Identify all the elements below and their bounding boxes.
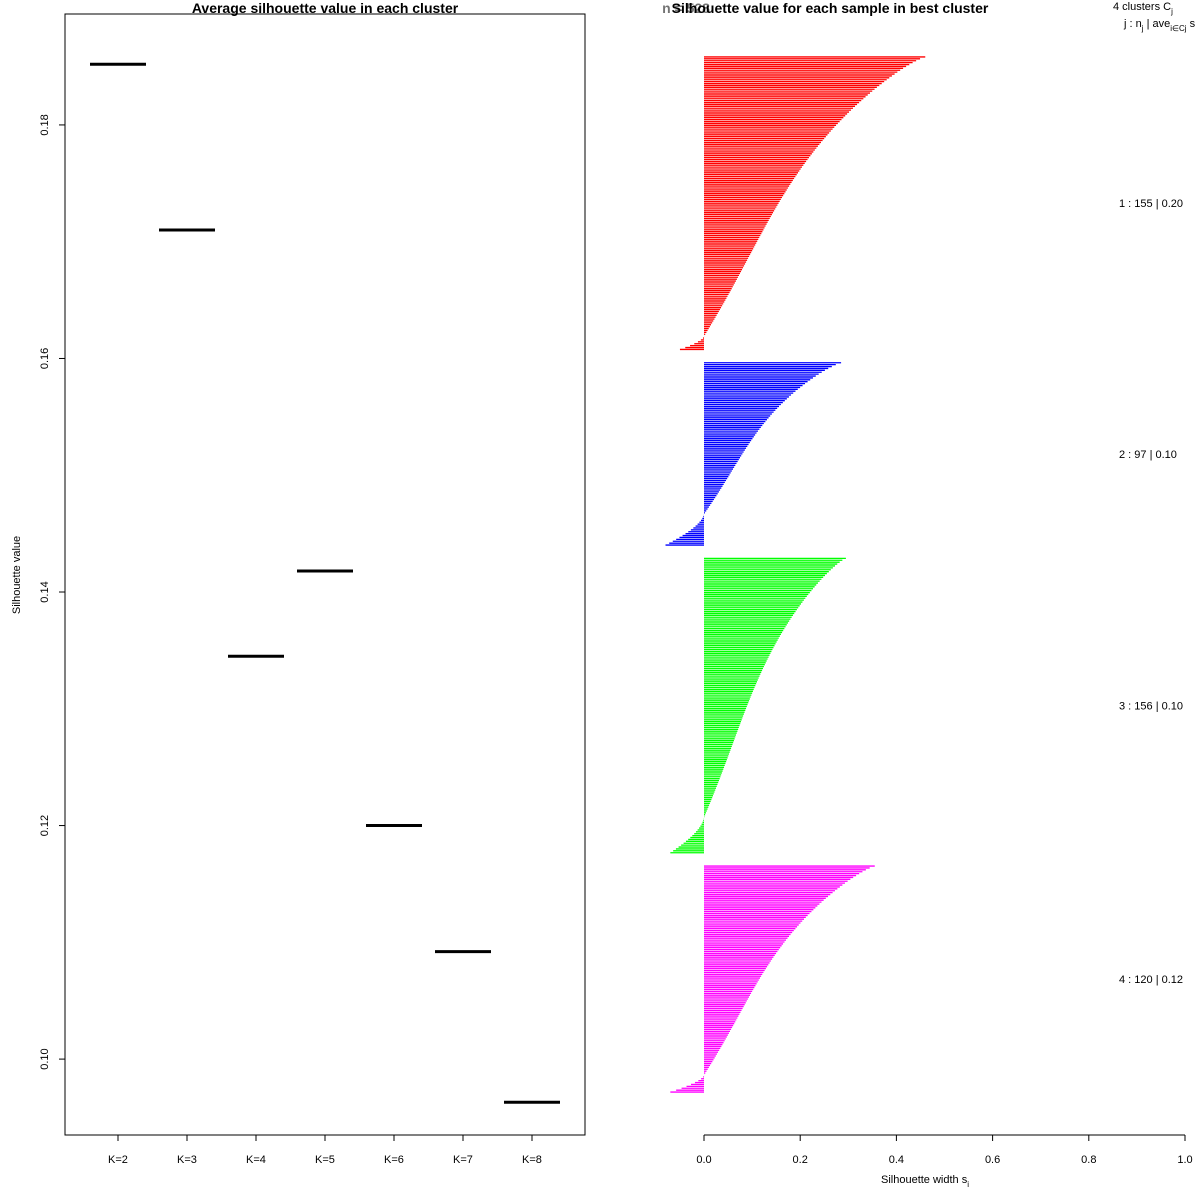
left-chart-title: Average silhouette value in each cluster (192, 0, 459, 16)
left-y-tick-label: 0.12 (39, 815, 51, 836)
left-plot-frame (64, 13, 586, 1136)
right-x-axis: 0.0 0.2 0.4 0.6 0.8 1.0 (696, 1134, 1193, 1166)
left-panel: Average silhouette value in each cluster… (11, 0, 586, 1166)
legend-header-line2: j : nj | avei∈Cj s (1123, 18, 1196, 33)
left-y-tick-label: 0.18 (39, 114, 51, 135)
legend-header-line2-sub: j (1141, 24, 1144, 33)
right-x-tick-label: 0.0 (696, 1154, 711, 1166)
left-y-axis: 0.10 0.12 0.14 0.16 0.18 (39, 114, 65, 1070)
left-y-axis-label: Silhouette value (11, 536, 23, 614)
right-x-axis-label-main: Silhouette width s (881, 1174, 968, 1186)
right-panel: Silhouette value for each sample in best… (662, 0, 1196, 1189)
left-y-tick-label: 0.10 (39, 1048, 51, 1069)
left-x-tick-label: K=5 (315, 1154, 335, 1166)
legend-header-line1: 4 clusters Cj (1113, 1, 1173, 16)
left-y-tick-label: 0.16 (39, 348, 51, 369)
left-data-marks (90, 62, 560, 1104)
legend-header-line2-sub2: i∈Cj (1170, 24, 1187, 33)
cluster-2-bars (665, 362, 842, 546)
left-y-tick-label: 0.14 (39, 581, 51, 602)
legend-cluster-3: 3 : 156 | 0.10 (1119, 701, 1183, 713)
right-x-axis-label-sub: i (967, 1180, 969, 1189)
legend-cluster-1: 1 : 155 | 0.20 (1119, 198, 1183, 210)
right-x-tick-label: 0.4 (889, 1154, 904, 1166)
cluster-1-bars (679, 56, 926, 351)
legend-cluster-2: 2 : 97 | 0.10 (1119, 449, 1177, 461)
cluster-legend: 1 : 155 | 0.20 2 : 97 | 0.10 3 : 156 | 0.1… (1119, 198, 1183, 986)
silhouette-bars (665, 56, 926, 1093)
left-x-tick-label: K=8 (522, 1154, 542, 1166)
legend-header-line2-tail: s (1187, 18, 1196, 30)
right-title-overprint: n = 528 (662, 0, 710, 16)
legend-cluster-4: 4 : 120 | 0.12 (1119, 974, 1183, 986)
cluster-4-bars (670, 865, 875, 1093)
legend-header-line1-main: 4 clusters C (1113, 1, 1171, 13)
legend-header-line1-sub: j (1170, 7, 1173, 16)
left-x-axis: K=2 K=3 K=4 K=5 K=6 K=7 K=8 (108, 1135, 542, 1166)
right-x-tick-label: 1.0 (1177, 1154, 1192, 1166)
right-x-tick-label: 0.8 (1081, 1154, 1096, 1166)
left-x-tick-label: K=6 (384, 1154, 404, 1166)
right-chart-title: Silhouette value for each sample in best… (672, 0, 989, 16)
cluster-3-bars (670, 557, 846, 854)
right-x-tick-label: 0.2 (793, 1154, 808, 1166)
left-x-tick-label: K=4 (246, 1154, 266, 1166)
right-x-axis-label: Silhouette width si (881, 1174, 969, 1189)
right-x-tick-label: 0.6 (985, 1154, 1000, 1166)
legend-header-line2-b: | ave (1144, 18, 1171, 30)
left-x-tick-label: K=2 (108, 1154, 128, 1166)
left-x-tick-label: K=3 (177, 1154, 197, 1166)
left-x-tick-label: K=7 (453, 1154, 473, 1166)
legend-header-line2-a: j : n (1123, 18, 1142, 30)
